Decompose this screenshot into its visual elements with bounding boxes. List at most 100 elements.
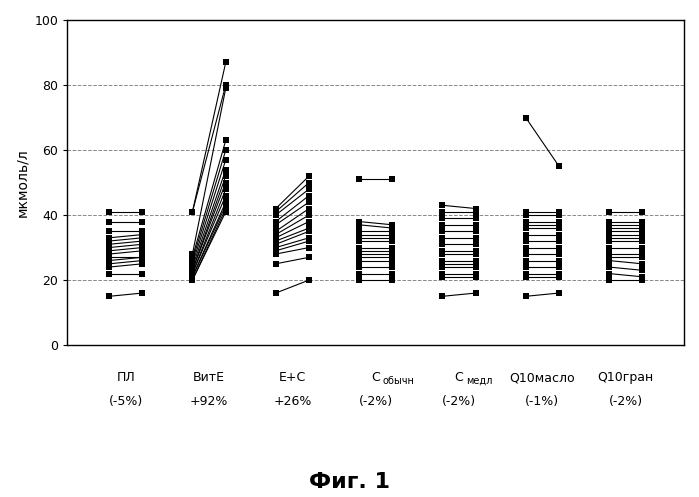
Point	[137, 253, 148, 261]
Point	[437, 273, 448, 281]
Point	[303, 224, 315, 232]
Point	[603, 269, 614, 277]
Point	[303, 185, 315, 193]
Point	[520, 211, 531, 219]
Point	[103, 247, 115, 255]
Point	[554, 263, 565, 271]
Point	[187, 250, 198, 258]
Point	[220, 156, 231, 164]
Point	[137, 234, 148, 242]
Point	[103, 269, 115, 277]
Point	[187, 276, 198, 284]
Point	[387, 256, 398, 264]
Point	[603, 256, 614, 264]
Point	[270, 241, 281, 248]
Point	[637, 221, 648, 229]
Point	[470, 227, 482, 235]
Point	[187, 273, 198, 281]
Point	[470, 221, 482, 229]
Point	[520, 208, 531, 216]
Point	[387, 224, 398, 232]
Point	[520, 256, 531, 264]
Point	[387, 234, 398, 242]
Point	[520, 224, 531, 232]
Point	[437, 214, 448, 222]
Point	[520, 218, 531, 226]
Point	[103, 234, 115, 242]
Point	[637, 227, 648, 235]
Point	[103, 244, 115, 251]
Point	[103, 260, 115, 268]
Point	[554, 237, 565, 245]
Text: (-2%): (-2%)	[359, 396, 393, 409]
Point	[470, 214, 482, 222]
Point	[470, 256, 482, 264]
Point	[603, 227, 614, 235]
Point	[437, 221, 448, 229]
Text: С: С	[454, 371, 463, 384]
Point	[637, 237, 648, 245]
Point	[187, 269, 198, 277]
Point	[137, 237, 148, 245]
Point	[554, 256, 565, 264]
Point	[137, 289, 148, 297]
Point	[103, 218, 115, 226]
Text: Q10гран: Q10гран	[598, 371, 654, 384]
Point	[470, 263, 482, 271]
Point	[603, 208, 614, 216]
Point	[220, 81, 231, 89]
Point	[220, 172, 231, 180]
Text: ПЛ: ПЛ	[117, 371, 135, 384]
Point	[270, 227, 281, 235]
Point	[187, 253, 198, 261]
Point	[470, 273, 482, 281]
Point	[137, 244, 148, 251]
Point	[603, 250, 614, 258]
Point	[270, 231, 281, 239]
Point	[603, 221, 614, 229]
Point	[637, 234, 648, 242]
Point	[103, 237, 115, 245]
Point	[387, 227, 398, 235]
Point	[270, 218, 281, 226]
Point	[354, 256, 365, 264]
Point	[437, 263, 448, 271]
Y-axis label: мкмоль/л: мкмоль/л	[15, 148, 29, 217]
Point	[220, 136, 231, 144]
Point	[137, 227, 148, 235]
Point	[220, 198, 231, 206]
Point	[137, 231, 148, 239]
Point	[354, 175, 365, 183]
Point	[187, 208, 198, 216]
Point	[270, 208, 281, 216]
Point	[603, 244, 614, 251]
Point	[520, 273, 531, 281]
Point	[470, 260, 482, 268]
Point	[554, 224, 565, 232]
Point	[187, 256, 198, 264]
Point	[354, 227, 365, 235]
Point	[437, 227, 448, 235]
Point	[387, 244, 398, 251]
Point	[387, 276, 398, 284]
Point	[137, 208, 148, 216]
Point	[437, 260, 448, 268]
Point	[303, 253, 315, 261]
Point	[554, 163, 565, 170]
Point	[187, 208, 198, 216]
Point	[270, 234, 281, 242]
Point	[637, 253, 648, 261]
Point	[103, 250, 115, 258]
Point	[520, 250, 531, 258]
Point	[220, 201, 231, 209]
Point	[437, 208, 448, 216]
Point	[603, 253, 614, 261]
Point	[270, 211, 281, 219]
Point	[137, 260, 148, 268]
Point	[470, 250, 482, 258]
Point	[354, 231, 365, 239]
Point	[520, 244, 531, 251]
Point	[554, 273, 565, 281]
Point	[354, 250, 365, 258]
Text: Фиг. 1: Фиг. 1	[309, 472, 390, 492]
